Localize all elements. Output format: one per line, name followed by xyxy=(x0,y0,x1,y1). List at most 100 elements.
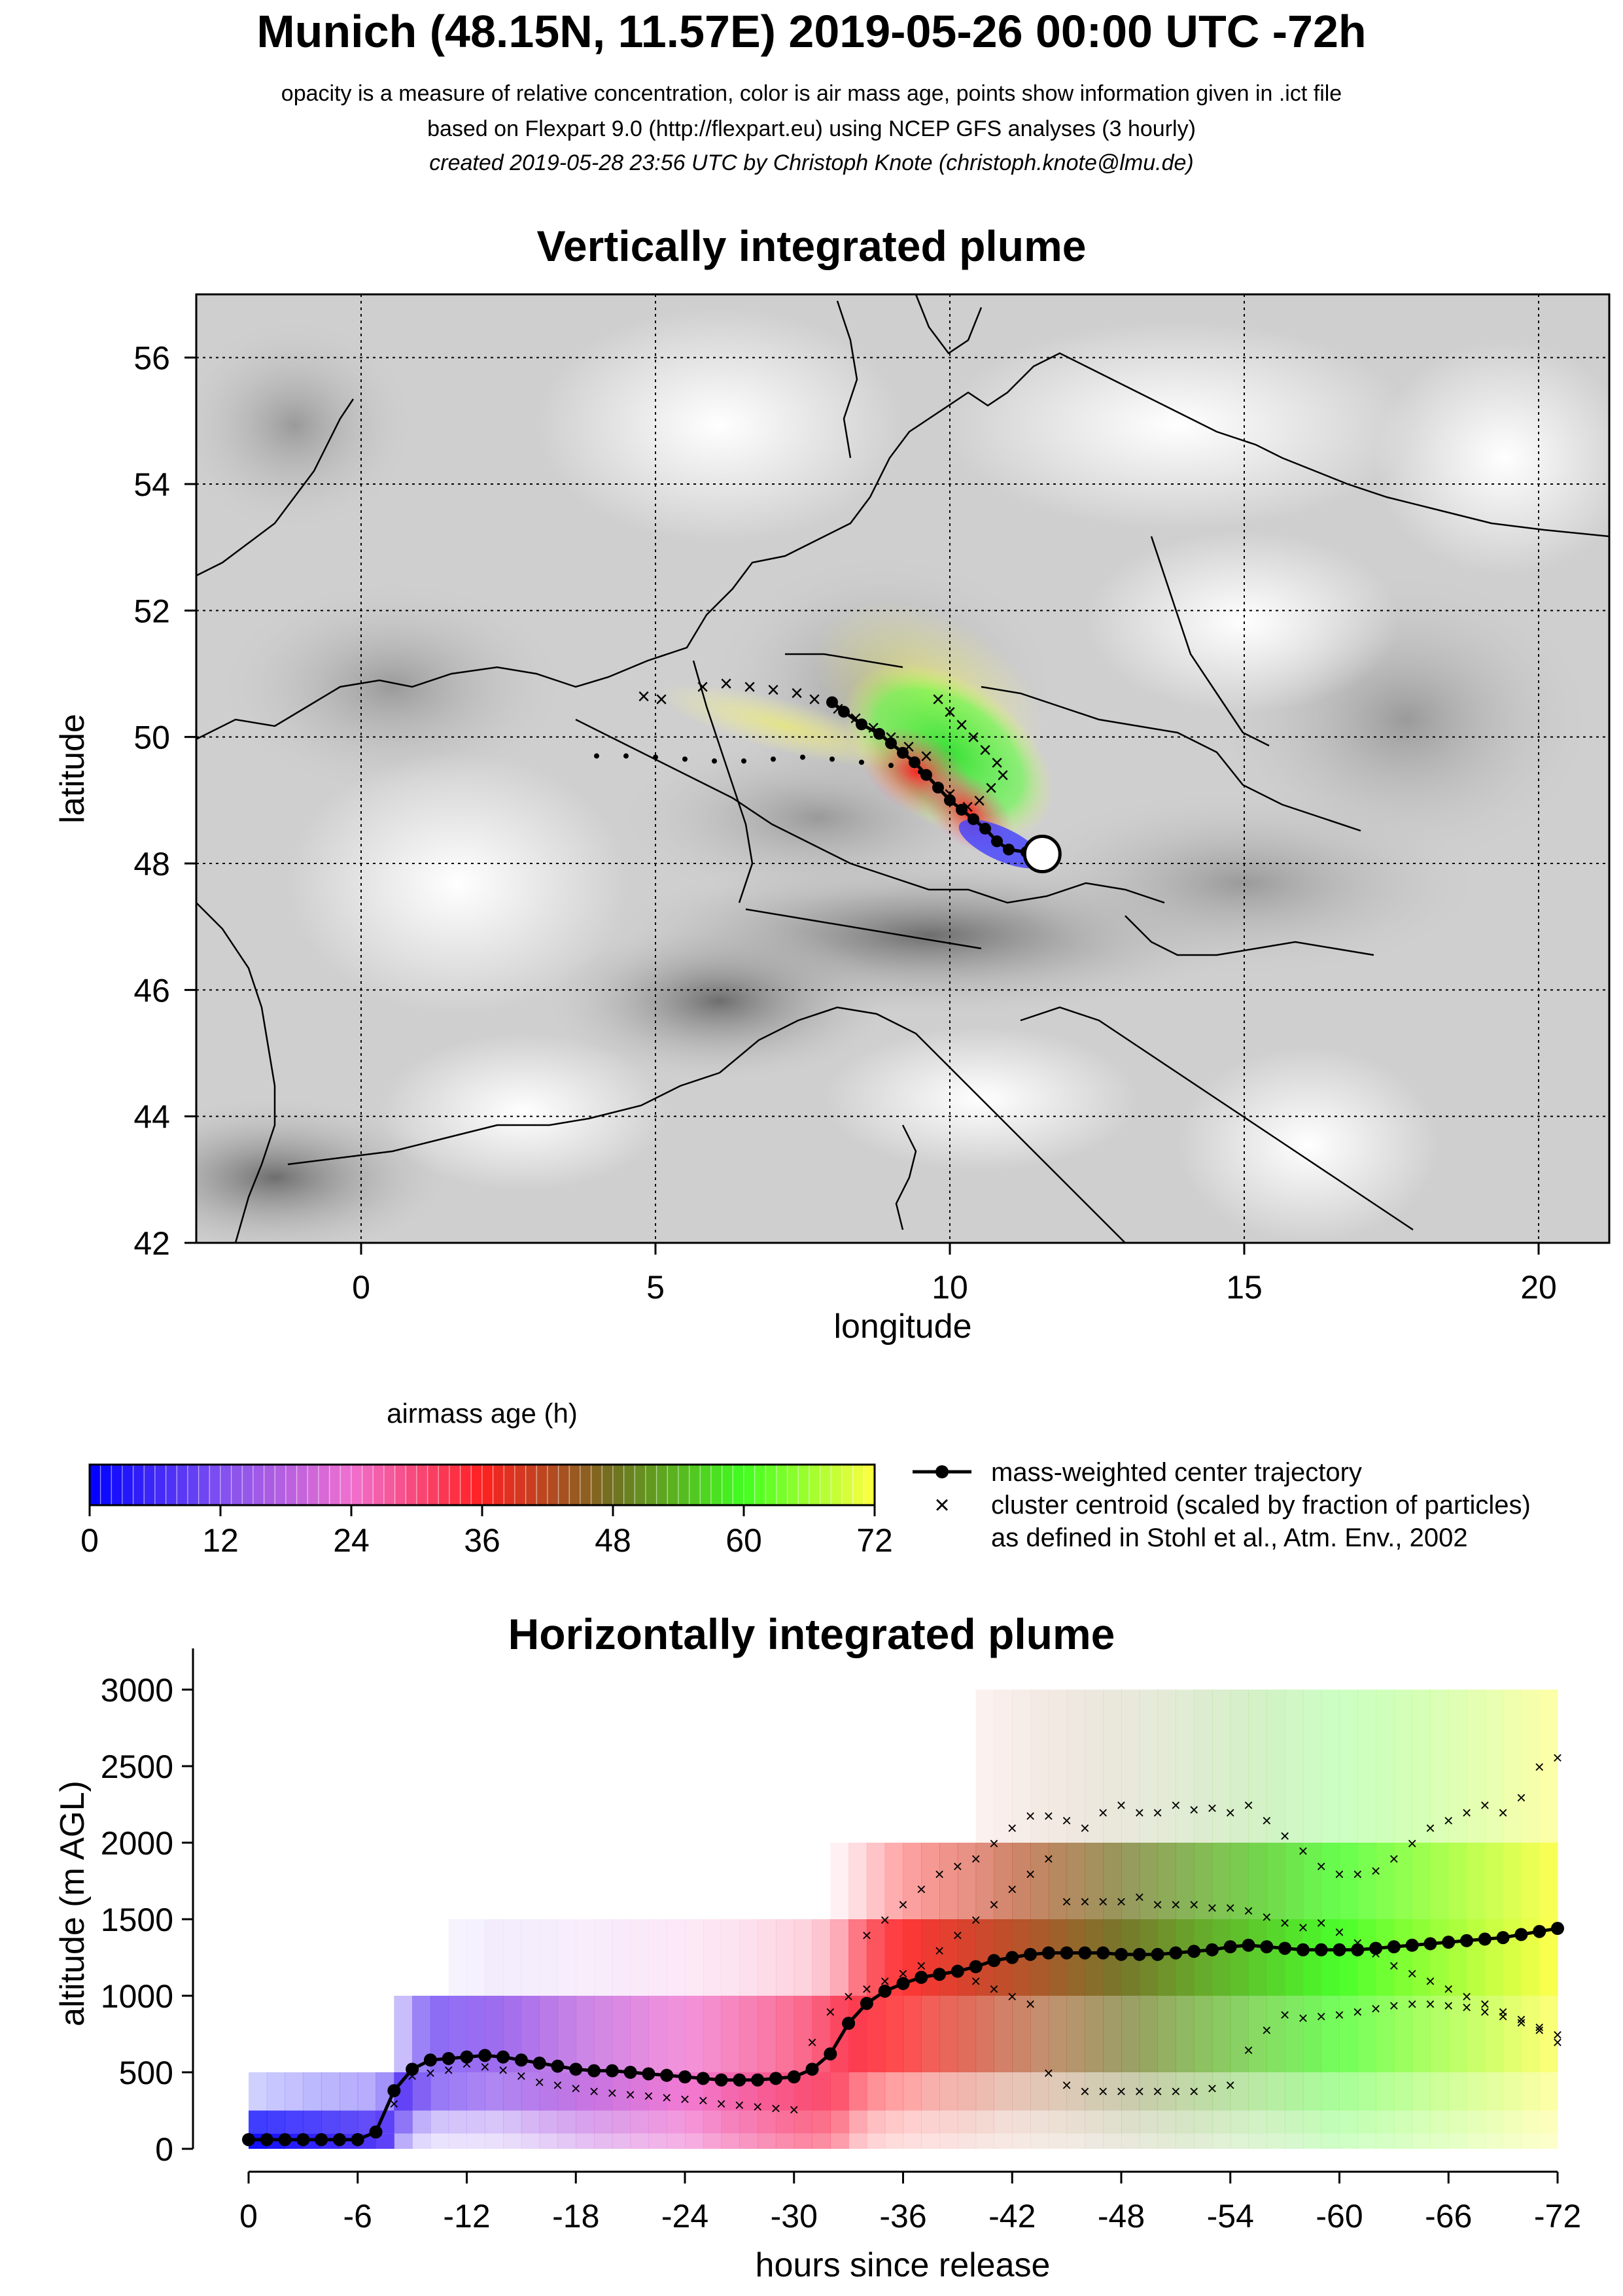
profile-trajectory-point xyxy=(478,2049,492,2062)
profile-cell xyxy=(249,2110,268,2134)
map-cluster-small-point xyxy=(800,754,805,760)
profile-cluster-centroid: × xyxy=(1007,1818,1017,1838)
profile-cell xyxy=(503,2072,522,2111)
profile-cell xyxy=(1321,1996,1340,2072)
map-cluster-small-point xyxy=(653,754,658,760)
colorbar-cell xyxy=(841,1464,854,1506)
profile-cell xyxy=(1139,1690,1159,1843)
profile-cell xyxy=(1103,2072,1122,2111)
profile-cell xyxy=(1230,2133,1249,2149)
colorbar-cell xyxy=(241,1464,254,1506)
profile-cell xyxy=(721,2110,740,2134)
profile-cluster-centroid: × xyxy=(1043,1806,1053,1826)
profile-cluster-centroid: × xyxy=(589,2081,599,2101)
profile-cluster-centroid: × xyxy=(1461,1803,1471,1822)
profile-cell xyxy=(1321,2110,1340,2134)
colorbar-cell xyxy=(580,1464,592,1506)
colorbar-cell xyxy=(809,1464,821,1506)
map-trajectory-point xyxy=(968,813,979,826)
profile-cell xyxy=(1339,1996,1358,2072)
profile-cell xyxy=(1066,2133,1085,2149)
profile-trajectory-point xyxy=(824,2047,837,2061)
profile-cell xyxy=(1012,1996,1031,2072)
profile-cell xyxy=(1539,1690,1558,1843)
profile-cell xyxy=(866,2110,886,2134)
profile-cell xyxy=(1048,2072,1068,2111)
profile-cell xyxy=(1467,1919,1486,1996)
profile-cell xyxy=(994,1996,1013,2072)
map-trajectory-point xyxy=(1003,843,1015,856)
map-center-trajectory-points xyxy=(826,696,1049,860)
profile-cell xyxy=(1030,2133,1049,2149)
profile-trajectory-point xyxy=(660,2068,674,2082)
profile-cell xyxy=(1085,2110,1104,2134)
profile-x-tick-label: -36 xyxy=(879,2198,926,2235)
colorbar-tick-label: 72 xyxy=(856,1522,893,1559)
profile-trajectory-point xyxy=(1096,1946,1110,1960)
profile-cell xyxy=(703,2133,722,2149)
colorbar-cell xyxy=(253,1464,265,1506)
colorbar-cell xyxy=(525,1464,538,1506)
profile-cell xyxy=(466,2133,485,2149)
profile-trajectory-point xyxy=(1460,1934,1474,1947)
profile-cell xyxy=(503,1919,522,1996)
profile-cell xyxy=(1339,1919,1358,1996)
profile-trajectory-point xyxy=(1041,1946,1055,1960)
profile-cell xyxy=(1357,1843,1376,1919)
profile-cell xyxy=(1176,2072,1195,2111)
profile-x-tick-label: -30 xyxy=(771,2198,818,2235)
profile-cluster-centroid: × xyxy=(1498,2006,1508,2026)
profile-cell xyxy=(1103,1690,1122,1843)
profile-cell xyxy=(957,1843,977,1919)
profile-cell xyxy=(1085,2072,1104,2111)
profile-cell xyxy=(539,1919,558,1996)
profile-cell xyxy=(1121,2072,1140,2111)
map-panel-title: Vertically integrated plume xyxy=(536,222,1087,270)
map-trajectory-point xyxy=(856,718,867,731)
profile-cell xyxy=(576,2133,595,2149)
profile-cell xyxy=(249,2072,268,2111)
profile-cell xyxy=(303,2072,322,2111)
profile-cell xyxy=(594,2110,613,2134)
profile-cell xyxy=(1194,1919,1213,1996)
profile-cell xyxy=(1012,2072,1031,2111)
colorbar-cell xyxy=(830,1464,843,1506)
profile-cell xyxy=(1194,1690,1213,1843)
profile-cell xyxy=(1412,1690,1431,1843)
profile-cell xyxy=(1230,2072,1249,2111)
colorbar-cell xyxy=(220,1464,232,1506)
profile-trajectory-point xyxy=(351,2132,364,2146)
profile-cell xyxy=(1285,1996,1304,2072)
profile-trajectory-point xyxy=(915,1970,928,1984)
profile-cell xyxy=(866,1919,886,1996)
profile-trajectory-point xyxy=(532,2056,546,2070)
profile-cell xyxy=(848,2133,867,2149)
profile-trajectory-point xyxy=(1533,1924,1546,1938)
map-trajectory-point xyxy=(991,835,1003,848)
profile-cell xyxy=(576,1919,595,1996)
colorbar-cell xyxy=(328,1464,341,1506)
profile-y-tick-label: 2500 xyxy=(101,1748,173,1785)
profile-cell xyxy=(1285,2072,1304,2111)
profile-cluster-centroid: × xyxy=(934,1864,944,1884)
colorbar-cell xyxy=(361,1464,374,1506)
profile-cell xyxy=(1412,2110,1431,2134)
profile-cell xyxy=(594,2072,613,2111)
profile-cell xyxy=(1121,1843,1140,1919)
profile-cell xyxy=(939,2110,958,2134)
profile-trajectory-point xyxy=(1551,1922,1564,1936)
profile-trajectory-point xyxy=(678,2070,691,2084)
profile-cell xyxy=(1121,1690,1140,1843)
profile-cluster-centroid: × xyxy=(916,1879,926,1899)
profile-trajectory-point xyxy=(1132,1947,1146,1961)
profile-cell xyxy=(1066,1690,1085,1843)
profile-center-trajectory-points xyxy=(242,1922,1564,2146)
profile-cell xyxy=(1266,1996,1285,2072)
profile-cluster-centroid: × xyxy=(971,1910,981,1930)
profile-cell xyxy=(1321,1919,1340,1996)
profile-cell xyxy=(1376,1690,1395,1843)
profile-cell xyxy=(521,2110,540,2134)
profile-cell xyxy=(1302,2072,1322,2111)
profile-cell xyxy=(1376,1996,1395,2072)
profile-x-tick-label: -6 xyxy=(343,2198,372,2235)
